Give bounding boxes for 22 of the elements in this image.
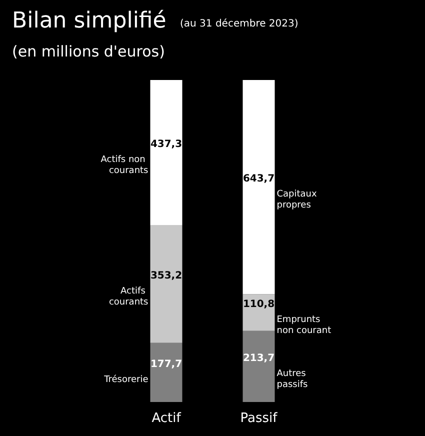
bar <box>242 330 275 402</box>
chart-title: Bilan simplifié <box>12 8 166 34</box>
x-tick-label: Actif <box>152 411 182 426</box>
annotation: Actifs non courants <box>100 155 149 176</box>
x-tick-label: Passif <box>240 411 278 426</box>
data-label: 437,3 <box>150 139 182 150</box>
bar <box>242 80 275 294</box>
annotation: Actifs courants <box>108 286 149 308</box>
data-label: 177,7 <box>150 358 182 370</box>
data-label: 213,7 <box>242 352 275 364</box>
bar <box>150 342 182 402</box>
annotation: Emprunts non courant <box>276 315 332 336</box>
data-label: 110,8 <box>242 299 275 310</box>
bar <box>150 225 182 343</box>
text: (en millions d'euros) <box>12 42 165 60</box>
bar <box>150 80 182 226</box>
data-label: 353,2 <box>150 270 182 282</box>
data-label: 643,7 <box>242 174 275 185</box>
annotation: Capitaux propres <box>276 190 320 211</box>
annotation: Trésorerie <box>103 374 149 385</box>
chart-subtitle: (au 31 décembre 2023) <box>180 18 298 30</box>
annotation: Autres passifs <box>276 368 309 390</box>
